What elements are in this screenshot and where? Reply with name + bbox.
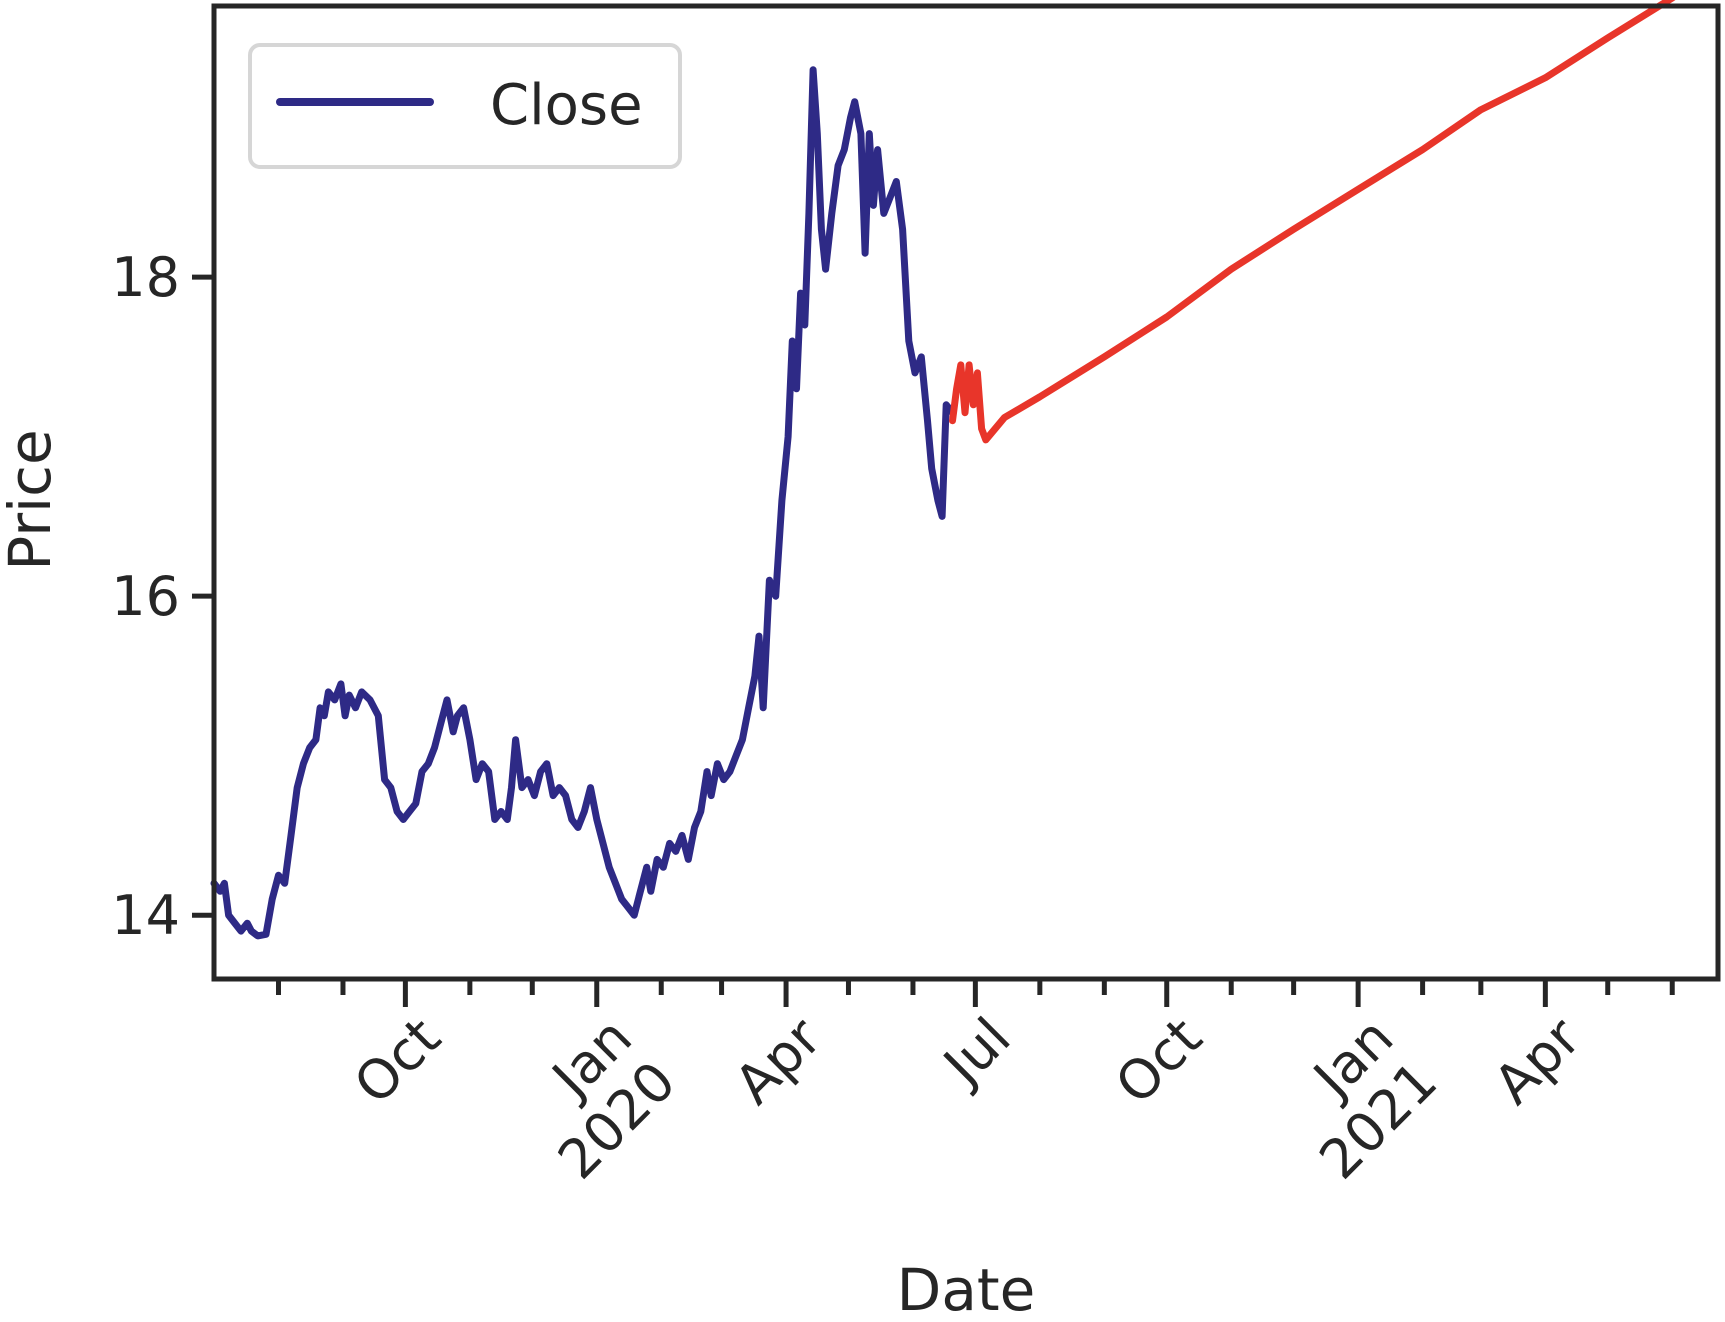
legend: Close — [248, 43, 682, 169]
plot-frame — [211, 3, 1721, 982]
y-tick-label: 16 — [111, 565, 180, 628]
x-tick-label: Oct — [1103, 1006, 1214, 1117]
x-axis-label: Date — [897, 1256, 1036, 1322]
x-tick-label: Oct — [342, 1006, 453, 1117]
y-axis: 14 16 18 — [111, 246, 214, 947]
x-tick-label: Jul — [930, 1006, 1023, 1099]
series-line-close — [210, 66, 956, 940]
x-axis: Oct Jan2020 Apr Jul Oct Jan2021 Apr — [275, 979, 1675, 1192]
x-tick-label: Apr — [1482, 1005, 1593, 1116]
legend-label: Close — [490, 73, 643, 138]
y-tick-label: 14 — [111, 884, 180, 947]
y-tick-label: 18 — [111, 246, 180, 309]
series-layer — [210, 0, 1676, 940]
x-tick-label: Jan2021 — [1264, 1006, 1450, 1192]
x-tick-label: Apr — [723, 1005, 834, 1116]
x-tick-label: Jan2020 — [502, 1006, 688, 1192]
legend-box — [248, 43, 682, 169]
series-line-segment-2 — [949, 0, 1676, 444]
y-axis-label: Price — [0, 429, 64, 571]
